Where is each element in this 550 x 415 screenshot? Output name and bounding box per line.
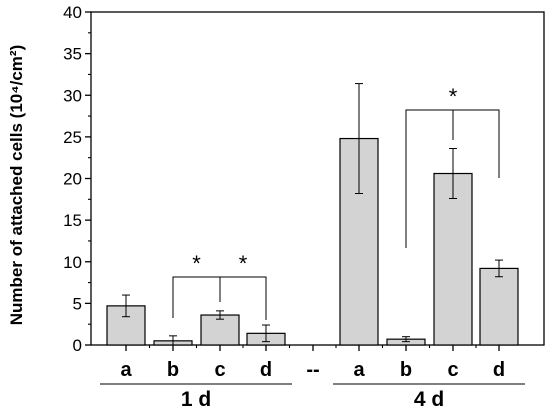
category-label-d: d	[493, 359, 505, 381]
y-tick-label-15: 15	[63, 211, 82, 230]
y-tick-label-5: 5	[73, 294, 82, 313]
bar-4d-c	[433, 172, 473, 346]
plot-frame	[90, 11, 545, 346]
category-label-b: b	[400, 359, 412, 381]
y-tick-label-40: 40	[63, 3, 82, 22]
category-label-c: c	[447, 359, 458, 381]
axes: 0 5 10 15 20 25 30 35 40 -- a b c d 1 d a b c d 4 d	[63, 3, 545, 411]
y-tick-label-35: 35	[63, 45, 82, 64]
y-tick-label-10: 10	[63, 253, 82, 272]
y-tick-label-0: 0	[73, 336, 82, 355]
bars	[106, 83, 519, 346]
category-label-a: a	[120, 359, 132, 381]
significance-bracket	[172, 276, 221, 318]
bar-1d-c	[200, 314, 240, 346]
significance-star: *	[192, 251, 201, 276]
category-label-c: c	[214, 359, 225, 381]
significance-bracket	[219, 276, 267, 320]
category-label-d: d	[260, 359, 272, 381]
bar-4d-d	[479, 267, 519, 346]
separator-label: --	[306, 359, 319, 381]
y-axis-label: Number of attached cells (10⁴/cm²)	[7, 45, 26, 325]
y-tick-label-25: 25	[63, 128, 82, 147]
y-tick-label-30: 30	[63, 86, 82, 105]
group-label: 1 d	[181, 388, 211, 411]
significance-star: *	[449, 84, 458, 109]
significance-annotations: * * *	[172, 84, 500, 320]
significance-star: *	[239, 251, 248, 276]
y-tick-label-20: 20	[63, 170, 82, 189]
category-label-b: b	[167, 359, 179, 381]
category-label-a: a	[353, 359, 365, 381]
group-label: 4 d	[414, 388, 444, 411]
